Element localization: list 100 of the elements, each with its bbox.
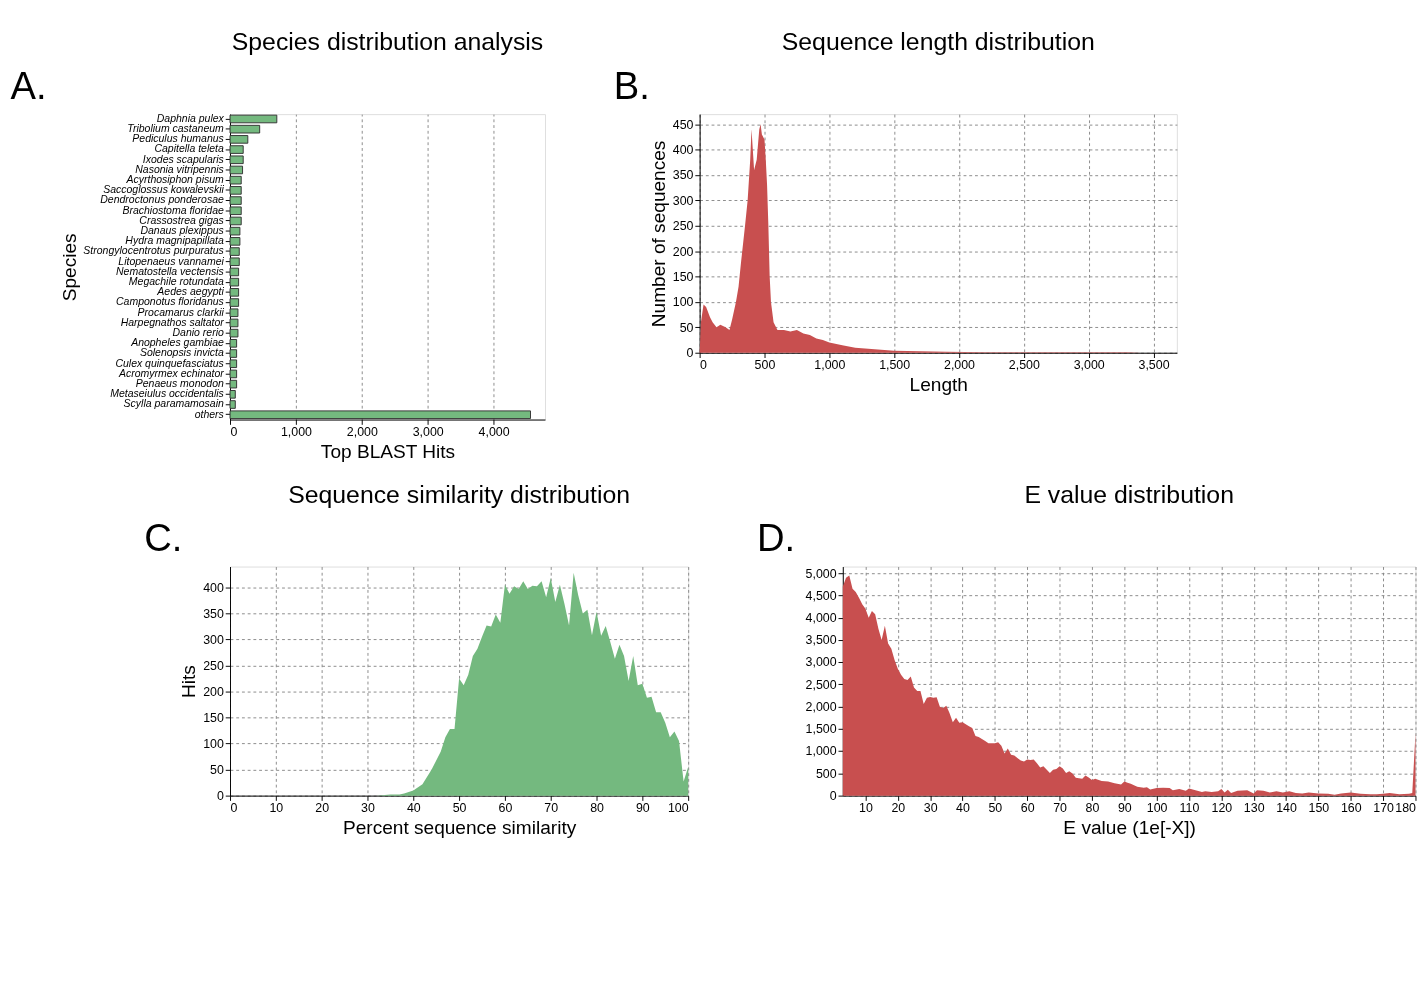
x-axis-title: Percent sequence similarity — [342, 817, 577, 839]
y-tick-label: Capitella teleta — [154, 143, 224, 155]
y-tick-label: Acromyrmex echinator — [117, 367, 225, 379]
y-tick-label: 3,000 — [805, 655, 837, 670]
y-tick-label: Nasonia vitripennis — [135, 163, 225, 175]
x-axis-title: Length — [909, 374, 968, 396]
y-tick-label: 300 — [203, 632, 224, 647]
y-tick-label: Litopenaeus vannamei — [118, 255, 225, 267]
y-tick-label: Scylla paramamosain — [123, 398, 224, 410]
text: A. — [10, 63, 47, 107]
x-tick-label: 0 — [700, 358, 708, 373]
y-tick-label: others — [194, 408, 225, 420]
y-tick-label: 2,000 — [805, 699, 837, 714]
y-tick-label: 4,500 — [805, 588, 837, 603]
y-tick-label: Harpegnathos saltator — [120, 316, 225, 328]
y-tick-label: 450 — [672, 117, 694, 132]
x-tick-label: 4,000 — [478, 425, 510, 440]
x-tick-label: 150 — [1308, 801, 1330, 816]
y-tick-label: 150 — [203, 710, 224, 725]
x-tick-label: 90 — [1117, 801, 1132, 816]
text: D. — [756, 516, 796, 560]
y-tick-label: 2,500 — [805, 677, 837, 692]
y-tick-label: 350 — [203, 606, 224, 621]
y-tick-label: Danio rerio — [172, 327, 224, 338]
y-tick-label: 1,500 — [805, 722, 837, 737]
x-tick-label: 0 — [230, 801, 238, 816]
chart-title: Species distribution analysis — [231, 28, 544, 56]
y-tick-label: 400 — [203, 580, 224, 595]
y-tick-label: Dendroctonus ponderosae — [100, 194, 224, 206]
y-tick-label: 300 — [672, 193, 694, 208]
x-tick-label: 110 — [1179, 801, 1200, 816]
y-tick-label: Aedes aegypti — [156, 286, 225, 298]
bar — [229, 114, 278, 124]
text: C. — [144, 516, 183, 560]
chart-title: Sequence similarity distribution — [288, 480, 631, 508]
y-tick-label: 50 — [210, 762, 224, 777]
x-tick-label: 3,000 — [412, 425, 444, 440]
x-tick-label: 180 — [1395, 801, 1417, 816]
x-tick-label: 70 — [1053, 801, 1068, 816]
y-tick-label: 200 — [203, 684, 224, 699]
y-tick-label: 150 — [672, 269, 694, 284]
y-tick-label: 50 — [679, 320, 694, 335]
x-tick-label: 20 — [891, 801, 906, 816]
y-tick-label: Anopheles gambiae — [130, 337, 224, 349]
y-tick-label: 0 — [829, 788, 837, 803]
x-tick-label: 40 — [956, 801, 970, 816]
y-tick-label: 400 — [672, 142, 694, 157]
x-tick-label: 60 — [1020, 801, 1035, 816]
y-tick-label: 350 — [672, 168, 694, 183]
x-tick-label: 70 — [544, 801, 559, 816]
y-tick-label: 1,000 — [805, 744, 837, 759]
x-tick-label: 3,500 — [1138, 358, 1170, 373]
y-tick-label: 3,500 — [805, 633, 837, 648]
y-tick-label: Danaus plexippus — [140, 225, 225, 237]
y-tick-label: 250 — [672, 219, 694, 234]
y-tick-label: Culex quinquefasciatus — [115, 357, 225, 369]
y-tick-label: 250 — [203, 658, 224, 673]
y-axis-title: Species — [58, 233, 80, 302]
chart-title: Sequence length distribution — [781, 28, 1095, 56]
x-tick-label: 10 — [859, 801, 873, 816]
y-tick-label: Brachiostoma floridae — [122, 204, 224, 216]
x-tick-label: 120 — [1211, 801, 1233, 816]
y-tick-label: Metaseiulus occidentalis — [110, 388, 225, 400]
y-axis-title: Number of sequences — [648, 140, 670, 328]
x-tick-label: 80 — [1085, 801, 1100, 816]
x-tick-label: 500 — [754, 358, 776, 373]
x-tick-label: 60 — [498, 801, 513, 816]
x-tick-label: 2,000 — [943, 358, 976, 373]
x-tick-label: 2,000 — [346, 425, 378, 440]
x-axis-title: E value (1e[-X]) — [1063, 817, 1196, 839]
x-tick-label: 160 — [1340, 801, 1362, 816]
y-tick-label: 5,000 — [805, 566, 837, 581]
y-tick-label: Saccoglossus kowalevskii — [103, 184, 225, 196]
chart-title: E value distribution — [1024, 480, 1234, 508]
x-tick-label: 1,500 — [879, 358, 911, 373]
y-tick-label: Solenopsis invicta — [139, 347, 224, 359]
y-tick-label: 0 — [216, 788, 224, 803]
y-tick-label: Procamarus clarkii — [137, 306, 225, 318]
y-tick-label: 500 — [815, 766, 837, 781]
x-tick-label: 0 — [230, 425, 238, 440]
x-tick-label: 100 — [1146, 801, 1168, 816]
y-tick-label: Nematostella vectensis — [116, 265, 225, 277]
y-tick-label: Megachile rotundata — [128, 276, 224, 288]
y-axis-title: Hits — [178, 665, 200, 698]
y-tick-label: 100 — [203, 736, 224, 751]
x-axis-title: Top BLAST Hits — [320, 441, 456, 463]
y-tick-label: Camponotus floridanus — [116, 296, 225, 308]
text: B. — [613, 63, 650, 107]
x-tick-label: 170 — [1373, 801, 1395, 816]
y-tick-label: 200 — [672, 244, 694, 259]
x-tick-label: 3,000 — [1073, 358, 1105, 373]
x-tick-label: 140 — [1276, 801, 1297, 816]
x-tick-label: 20 — [315, 801, 330, 816]
x-tick-label: 90 — [635, 801, 650, 816]
x-tick-label: 10 — [269, 801, 284, 816]
y-tick-label: 4,000 — [805, 611, 837, 626]
x-tick-label: 30 — [361, 801, 375, 816]
x-tick-label: 40 — [406, 801, 421, 816]
y-tick-label: Pediculus humanus — [132, 133, 225, 145]
x-tick-label: 1,000 — [280, 425, 313, 440]
